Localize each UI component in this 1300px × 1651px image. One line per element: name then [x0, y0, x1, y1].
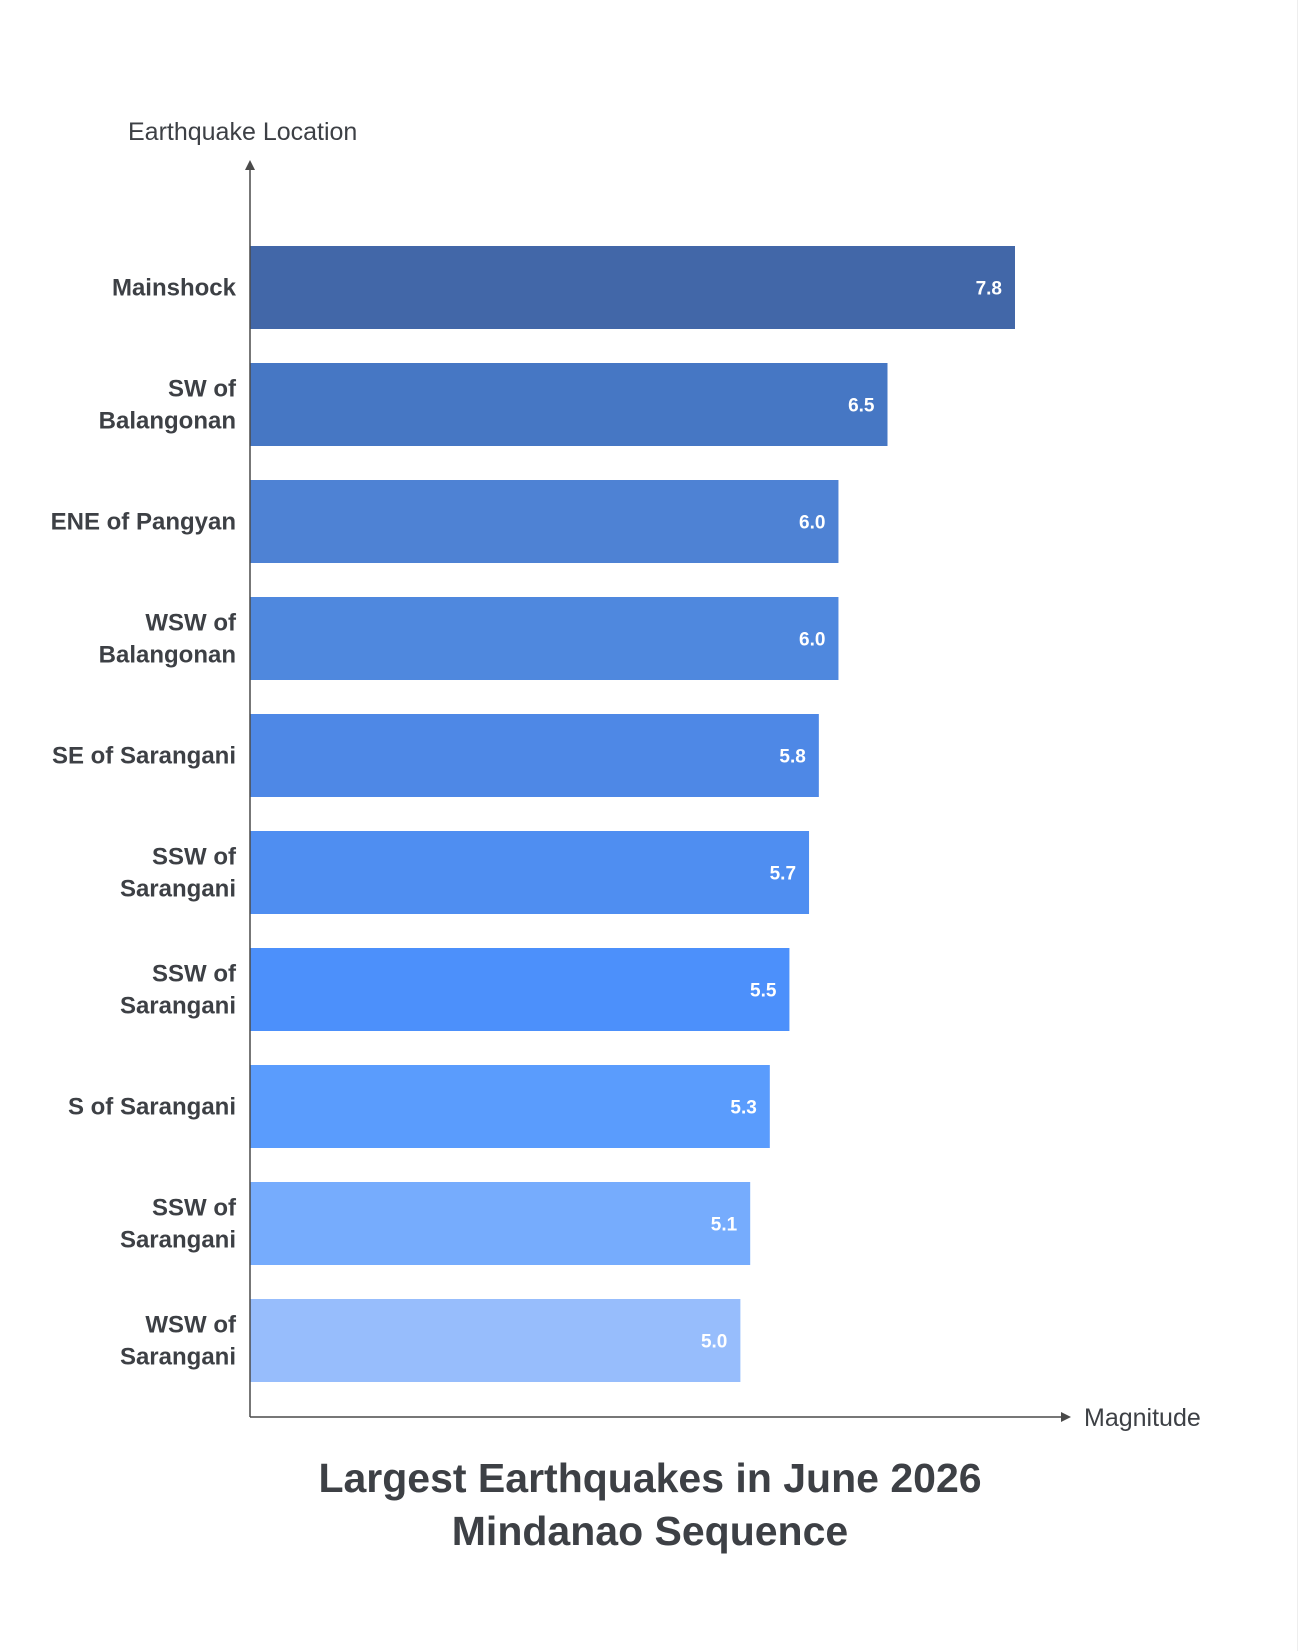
- category-label-6: SSW of Sarangani: [120, 844, 237, 903]
- y-axis-arrow: [245, 160, 255, 170]
- category-label-4: WSW of Balangonan: [99, 610, 237, 669]
- category-label-9: SSW of Sarangani: [120, 1195, 237, 1254]
- bar-value-label-10: 5.0: [701, 1332, 727, 1353]
- bar-value-label-2: 6.5: [848, 396, 875, 417]
- bar-value-label-5: 5.8: [779, 747, 805, 768]
- bar-9: [250, 1182, 751, 1265]
- y-axis-label: Earthquake Location: [128, 118, 357, 146]
- category-label-3: ENE of Pangyan: [51, 509, 236, 536]
- bar-value-label-9: 5.1: [711, 1215, 738, 1236]
- bar-value-label-1: 7.8: [976, 279, 1002, 300]
- chart-title-line-2: Mindanao Sequence: [451, 1508, 849, 1554]
- bar-5: [250, 714, 819, 797]
- bar-value-label-6: 5.7: [770, 864, 796, 885]
- bar-6: [250, 831, 810, 914]
- category-label-8: S of Sarangani: [68, 1094, 236, 1121]
- bar-value-label-8: 5.3: [730, 1098, 756, 1119]
- bar-value-label-7: 5.5: [750, 981, 777, 1002]
- bar-7: [250, 948, 790, 1031]
- page-edge-divider: [1297, 0, 1298, 1651]
- bar-8: [250, 1065, 770, 1148]
- category-label-2: SW of Balangonan: [99, 376, 237, 435]
- bar-10: [250, 1299, 741, 1382]
- category-label-10: WSW of Sarangani: [120, 1312, 237, 1371]
- bar-3: [250, 480, 839, 563]
- category-label-5: SE of Sarangani: [52, 743, 236, 770]
- bar-4: [250, 597, 839, 680]
- chart-title: Largest Earthquakes in June 2026 Mindana…: [0, 1452, 1300, 1558]
- bar-2: [250, 363, 888, 446]
- x-axis-arrow: [1061, 1412, 1071, 1422]
- chart-title-line-1: Largest Earthquakes in June 2026: [318, 1455, 982, 1501]
- bar-1: [250, 246, 1015, 329]
- category-label-7: SSW of Sarangani: [120, 961, 237, 1020]
- x-axis-label: Magnitude: [1084, 1404, 1201, 1432]
- category-label-1: Mainshock: [112, 275, 237, 302]
- bar-value-label-3: 6.0: [799, 513, 825, 534]
- bar-value-label-4: 6.0: [799, 630, 825, 651]
